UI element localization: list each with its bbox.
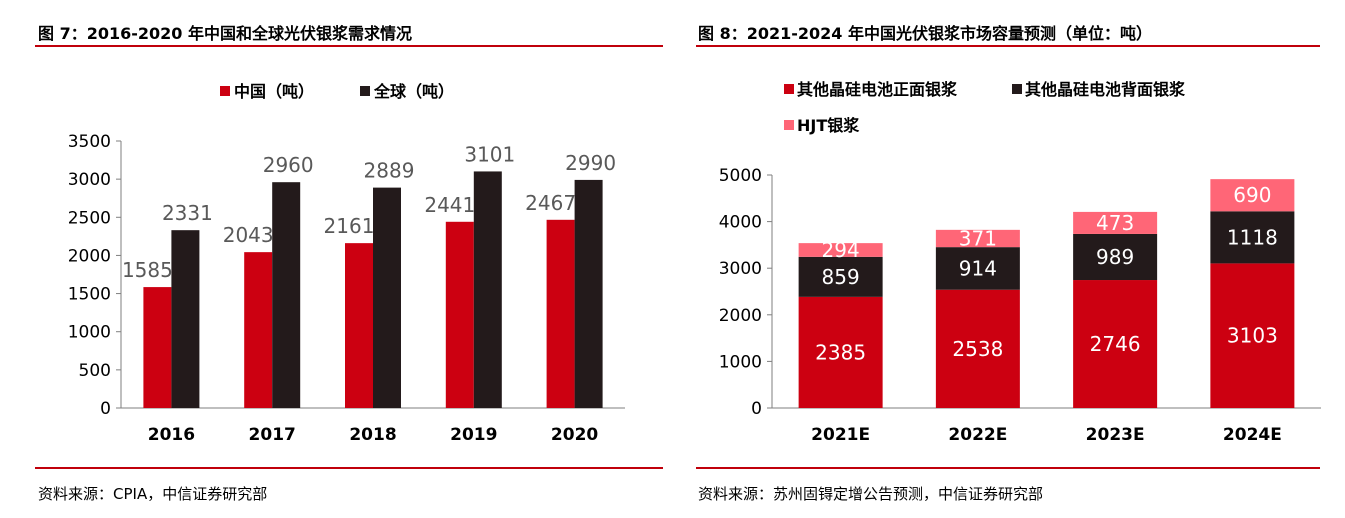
y-tick-label: 5000: [719, 166, 762, 186]
x-tick-label: 2017: [249, 425, 296, 445]
data-label-back-2022E: 914: [959, 256, 997, 280]
y-tick-label: 500: [79, 361, 111, 381]
y-tick-label: 3500: [68, 132, 111, 152]
bar-china-2016: [143, 287, 172, 408]
bar-segment-hjt-2022E: [935, 229, 1020, 248]
y-tick-label: 0: [100, 399, 111, 419]
y-tick-label: 4000: [719, 213, 762, 233]
bar-segment-hjt-2023E: [1073, 211, 1158, 234]
data-label-hjt-2022E: 371: [959, 226, 997, 250]
figure-8-chart: 其他晶硅电池正面银浆 其他晶硅电池背面银浆 HJT银浆 0 1000 2000 3000 40…: [719, 80, 1321, 445]
y-tick-label: 3000: [68, 170, 111, 190]
data-label-back-2024E: 1118: [1227, 225, 1278, 249]
figure-7-title-rule: [35, 45, 663, 47]
data-label-china-2016: 1585: [122, 258, 173, 282]
y-tick-label: 1000: [719, 352, 762, 372]
data-label-hjt-2023E: 473: [1096, 211, 1134, 235]
legend-swatch-front: [784, 84, 794, 94]
data-label-hjt-2021E: 294: [822, 238, 860, 262]
legend-label-hjt: HJT银浆: [797, 116, 860, 135]
figure-8-source: 资料来源：苏州固锝定增公告预测，中信证券研究部: [698, 485, 1044, 503]
x-tick-label: 2019: [450, 425, 497, 445]
data-label-global-2017: 2960: [263, 153, 314, 177]
data-label-china-2017: 2043: [223, 223, 274, 247]
figure-8-bottom-rule: [696, 467, 1320, 469]
x-tick-label: 2024E: [1223, 425, 1282, 445]
legend-label-china: 中国（吨）: [234, 82, 314, 101]
data-label-front-2024E: 3103: [1227, 324, 1278, 348]
data-label-china-2019: 2441: [424, 193, 475, 217]
bar-global-2019: [473, 171, 502, 408]
figure-8-panel: 图 8：2021-2024 年中国光伏银浆市场容量预测（单位：吨） 其他晶硅电池…: [672, 0, 1345, 518]
x-tick-label: 2023E: [1086, 425, 1145, 445]
y-tick-label: 2000: [68, 246, 111, 266]
data-label-global-2016: 2331: [162, 201, 213, 225]
data-label-front-2022E: 2538: [952, 337, 1003, 361]
legend-swatch-back: [1012, 84, 1022, 94]
legend-swatch-hjt: [784, 120, 794, 130]
data-label-back-2021E: 859: [822, 265, 860, 289]
data-label-hjt-2024E: 690: [1233, 183, 1271, 207]
x-tick-label: 2021E: [811, 425, 870, 445]
data-label-global-2019: 3101: [464, 142, 515, 166]
data-label-front-2021E: 2385: [815, 340, 866, 364]
y-tick-label: 2500: [68, 208, 111, 228]
y-tick-label: 1500: [68, 285, 111, 305]
bar-segment-back-2023E: [1073, 233, 1158, 281]
y-tick-label: 1000: [68, 323, 111, 343]
figure-7-title: 图 7：2016-2020 年中国和全球光伏银浆需求情况: [38, 24, 412, 43]
bar-segment-hjt-2021E: [798, 243, 883, 257]
legend-swatch-china: [220, 86, 230, 96]
data-label-china-2020: 2467: [525, 191, 576, 215]
y-tick-label: 3000: [719, 259, 762, 279]
bar-global-2020: [574, 179, 603, 408]
data-label-global-2018: 2889: [364, 159, 415, 183]
bar-segment-back-2024E: [1210, 211, 1295, 264]
data-label-front-2023E: 2746: [1090, 332, 1141, 356]
bar-china-2020: [546, 219, 575, 408]
figure-7-source: 资料来源：CPIA，中信证券研究部: [38, 485, 268, 503]
bar-global-2016: [171, 230, 200, 408]
data-label-back-2023E: 989: [1096, 245, 1134, 269]
figure-8-title-rule: [696, 45, 1320, 47]
x-tick-label: 2016: [148, 425, 195, 445]
bar-segment-back-2021E: [798, 256, 883, 297]
bar-segment-front-2022E: [935, 289, 1020, 408]
legend-label-global: 全球（吨）: [373, 82, 454, 101]
bar-china-2019: [445, 221, 474, 408]
legend-label-back: 其他晶硅电池背面银浆: [1025, 80, 1186, 99]
data-label-global-2020: 2990: [565, 151, 616, 175]
y-tick-label: 0: [751, 399, 762, 419]
x-tick-label: 2020: [551, 425, 598, 445]
y-tick-label: 2000: [719, 306, 762, 326]
bar-china-2018: [345, 243, 373, 408]
bar-global-2017: [272, 182, 301, 408]
data-label-china-2018: 2161: [324, 214, 375, 238]
bar-segment-front-2024E: [1210, 263, 1295, 408]
bar-segment-front-2021E: [798, 296, 883, 408]
figure-7-panel: 图 7：2016-2020 年中国和全球光伏银浆需求情况 中国（吨） 全球（吨） 0…: [0, 0, 672, 518]
bar-global-2018: [373, 187, 401, 408]
legend-swatch-global: [360, 86, 370, 96]
x-tick-label: 2018: [349, 425, 396, 445]
bar-segment-front-2023E: [1073, 280, 1158, 408]
x-tick-label: 2022E: [948, 425, 1007, 445]
bar-segment-hjt-2024E: [1210, 179, 1295, 212]
figure-8-title: 图 8：2021-2024 年中国光伏银浆市场容量预测（单位：吨）: [698, 24, 1152, 43]
figure-7-bottom-rule: [35, 467, 663, 469]
bar-segment-back-2022E: [935, 247, 1020, 290]
bar-china-2017: [244, 252, 273, 408]
legend-label-front: 其他晶硅电池正面银浆: [797, 80, 958, 99]
figure-7-chart: 中国（吨） 全球（吨） 0 500 1000 1500 2000 2500 3000 3500 20…: [68, 82, 625, 445]
